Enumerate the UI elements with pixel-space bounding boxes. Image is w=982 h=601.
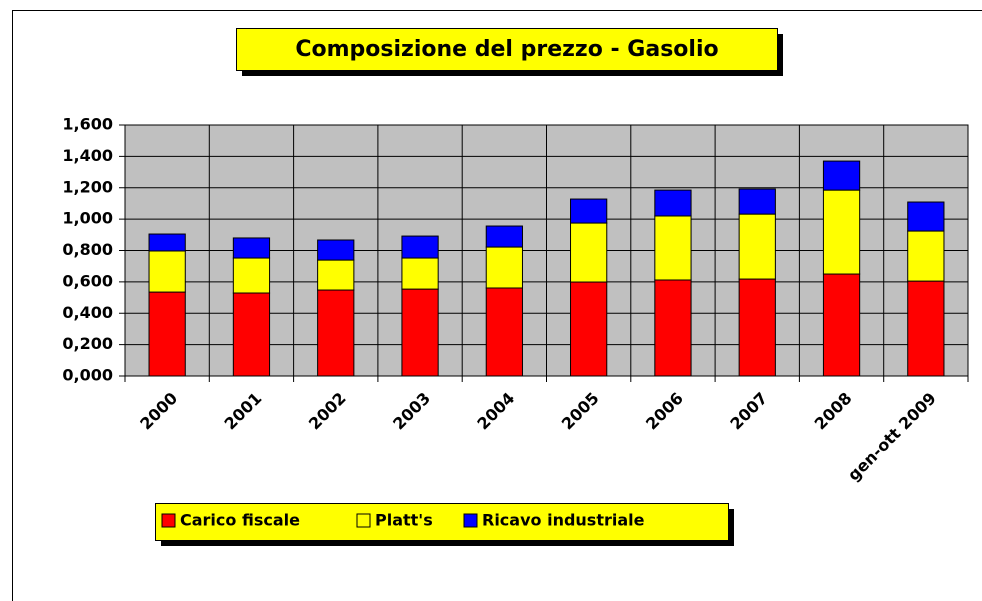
legend-swatch <box>463 513 478 528</box>
bar <box>907 280 945 377</box>
bar <box>822 273 861 377</box>
bar <box>822 160 861 191</box>
y-tick-label: 1,400 <box>62 146 113 165</box>
bar <box>738 188 776 215</box>
y-tick-label: 1,000 <box>62 209 113 228</box>
y-tick-label: 0,800 <box>62 240 113 259</box>
bar <box>485 287 523 377</box>
bar <box>148 250 186 293</box>
y-tick-label: 0,600 <box>62 271 113 290</box>
bar <box>654 215 692 281</box>
bar <box>485 246 523 289</box>
bar <box>232 292 271 377</box>
bar <box>317 259 355 291</box>
legend-swatch <box>356 513 371 528</box>
bar <box>654 279 692 377</box>
bar <box>907 201 945 232</box>
bar <box>317 289 355 377</box>
y-tick-label: 1,600 <box>62 115 113 134</box>
legend-label: Platt's <box>375 511 433 530</box>
bar <box>148 233 186 252</box>
bar <box>401 288 439 377</box>
bar <box>907 230 945 282</box>
bar <box>570 222 608 283</box>
legend-swatch <box>161 513 176 528</box>
bar <box>654 189 692 217</box>
bar <box>570 198 608 224</box>
bar <box>570 281 608 377</box>
bar <box>317 239 355 261</box>
bar <box>738 213 776 280</box>
bar <box>401 257 439 290</box>
bar <box>485 225 523 248</box>
y-tick-label: 0,200 <box>62 334 113 353</box>
bar <box>232 257 271 294</box>
y-tick-label: 0,000 <box>62 366 113 385</box>
bar <box>738 278 776 377</box>
legend <box>155 503 729 541</box>
bar <box>401 235 439 259</box>
bar <box>232 237 271 259</box>
y-tick-label: 1,200 <box>62 177 113 196</box>
bar <box>148 291 186 377</box>
bar <box>822 189 861 275</box>
y-tick-label: 0,400 <box>62 303 113 322</box>
legend-label: Ricavo industriale <box>482 511 645 530</box>
chart-title: Composizione del prezzo - Gasolio <box>295 37 718 62</box>
title-box <box>236 28 778 71</box>
plot-border <box>124 124 969 377</box>
legend-label: Carico fiscale <box>180 511 300 530</box>
